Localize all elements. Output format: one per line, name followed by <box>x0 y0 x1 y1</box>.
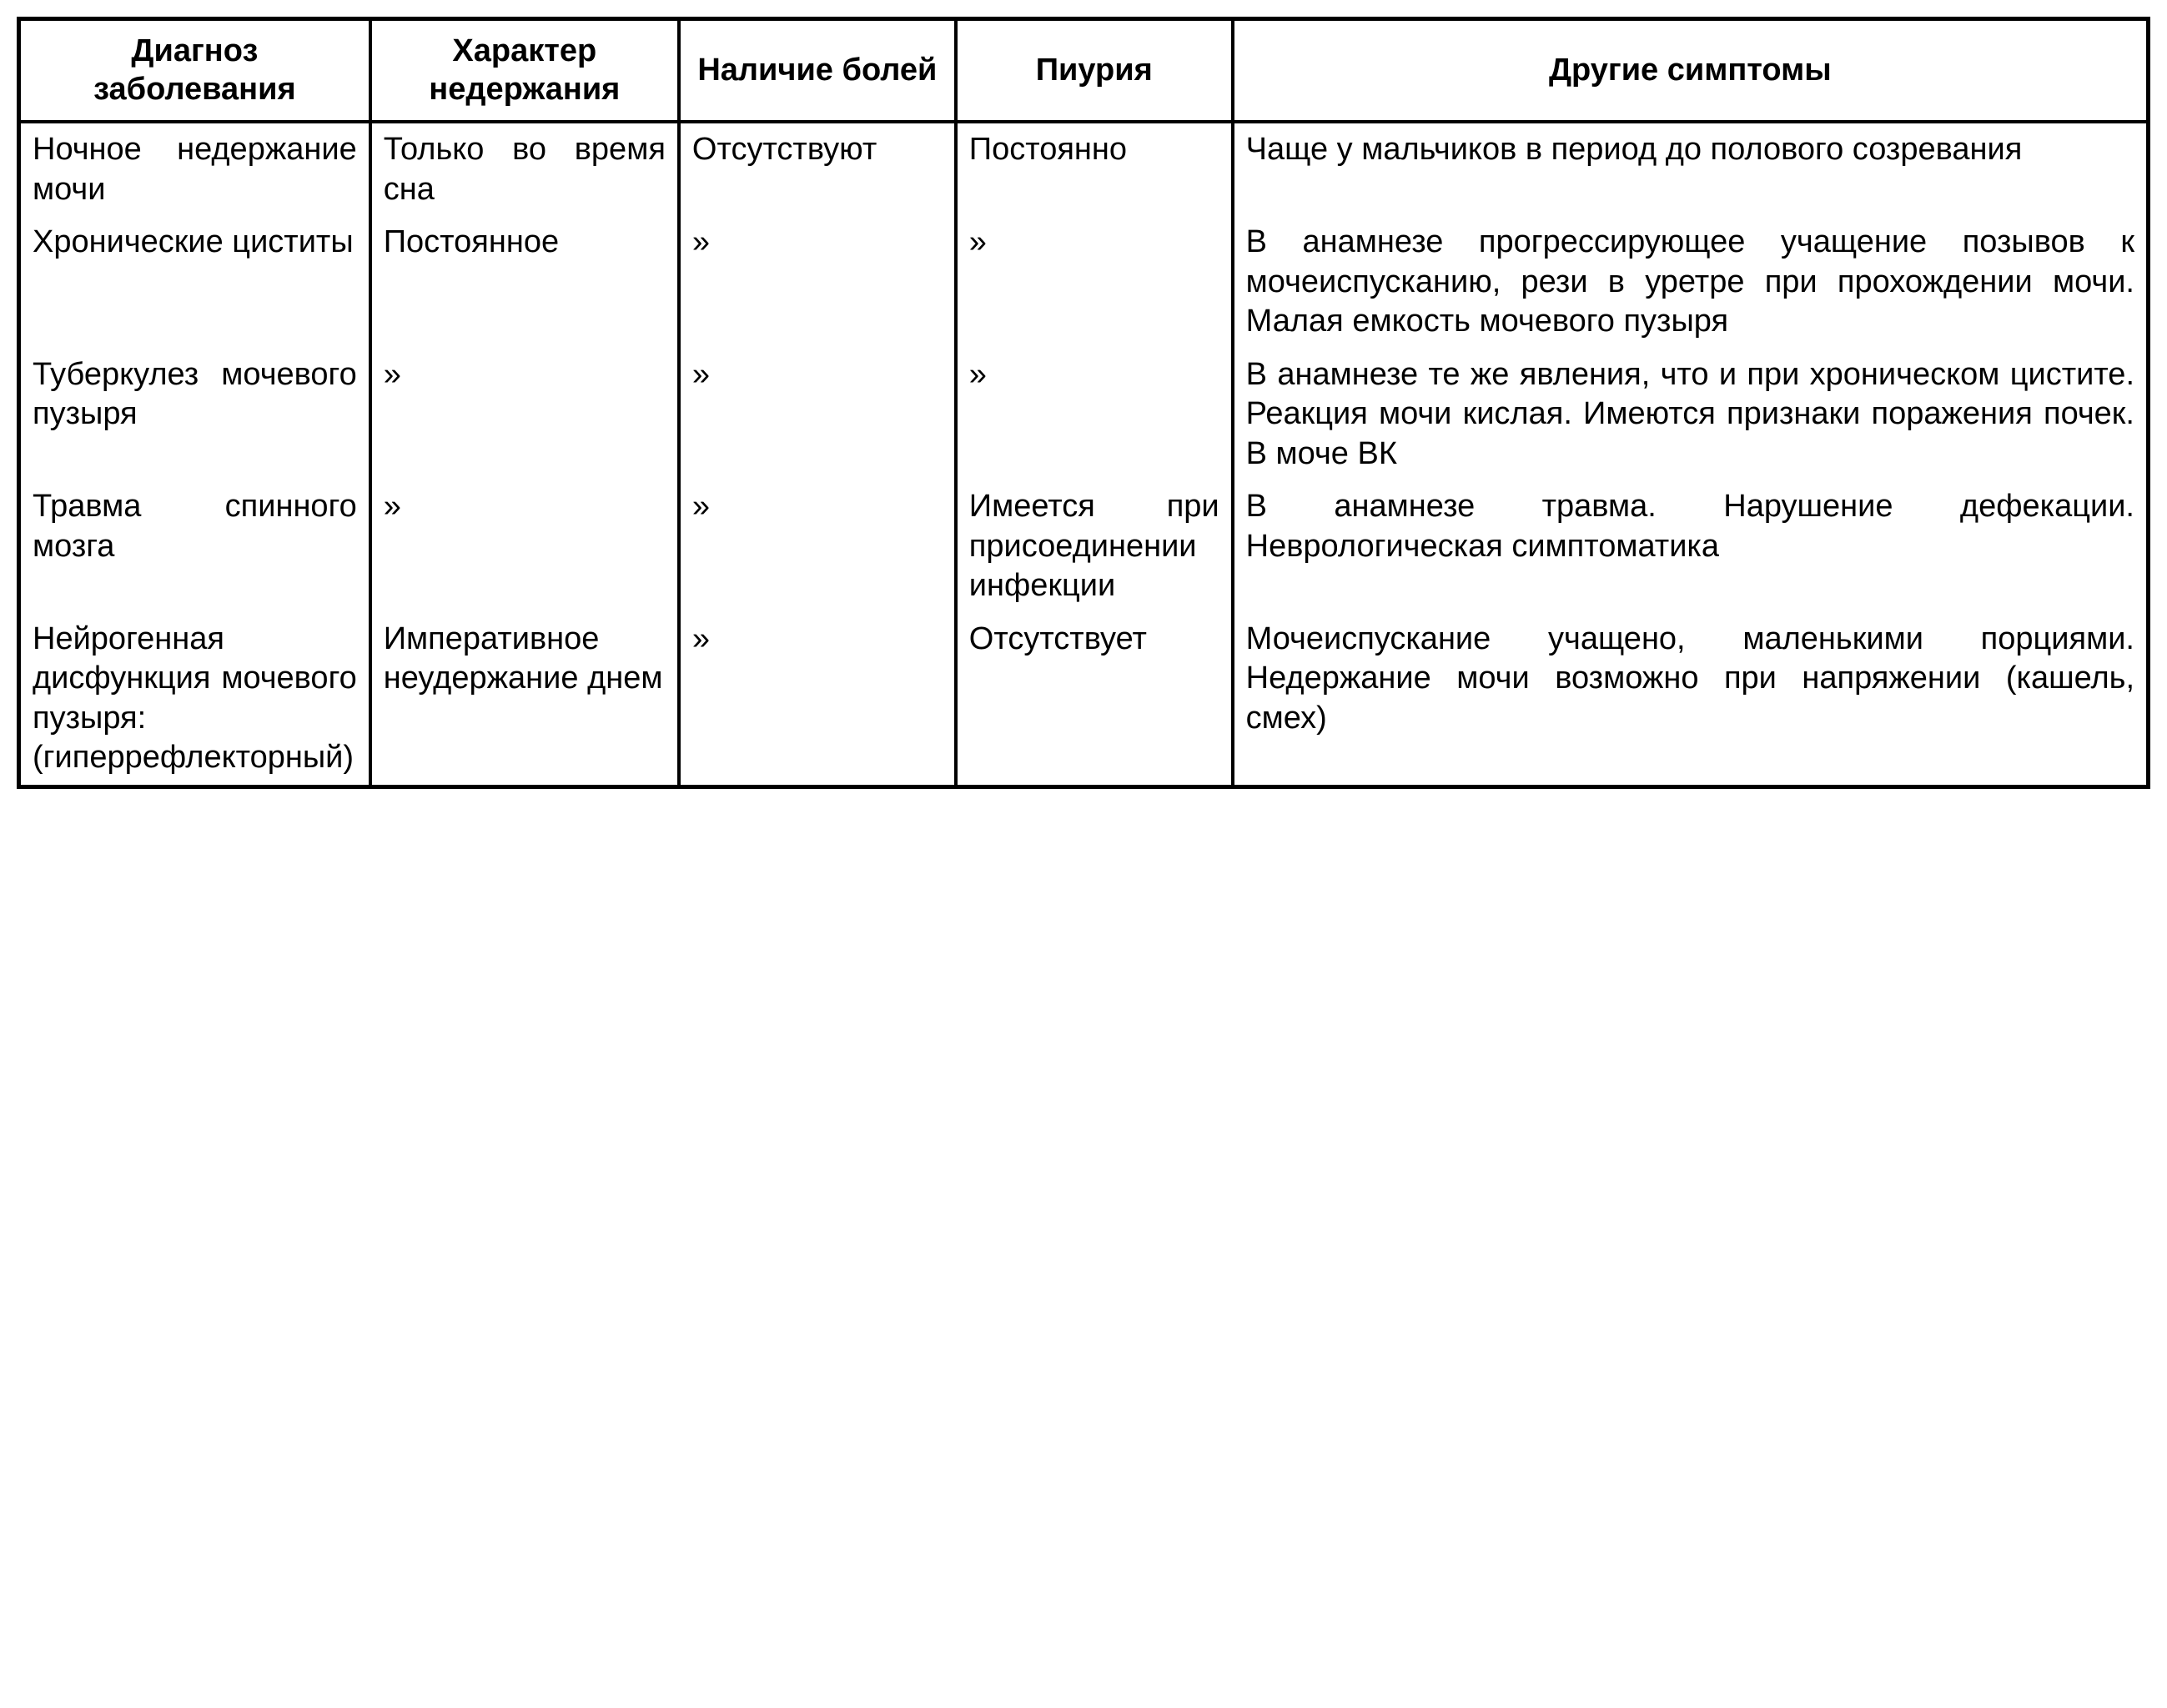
cell-diagnosis: Ночное недержание мочи <box>19 122 370 216</box>
cell-symptoms: В анамнезе травма. Нарушение дефекации. … <box>1233 480 2149 613</box>
table-row: Ночное недержание мочи Только во время с… <box>19 122 2149 216</box>
cell-character: Только во время сна <box>370 122 679 216</box>
table-row: Травма спинного мозга » » Имеется при пр… <box>19 480 2149 613</box>
table-row: Хронические циститы Постоянное » » В ана… <box>19 216 2149 349</box>
header-symptoms: Другие симптомы <box>1233 19 2149 123</box>
cell-diagnosis: Туберкулез мочевого пузыря <box>19 349 370 481</box>
cell-character: Императивное неудержание днем <box>370 613 679 787</box>
header-diagnosis: Диагноз заболевания <box>19 19 370 123</box>
cell-pyuria: Отсутствует <box>956 613 1233 787</box>
cell-diagnosis: Нейрогенная дисфункция мочевого пузыря: … <box>19 613 370 787</box>
cell-diagnosis: Травма спинного мозга <box>19 480 370 613</box>
cell-pain: Отсутствуют <box>679 122 956 216</box>
cell-symptoms: Чаще у мальчиков в период до полового со… <box>1233 122 2149 216</box>
cell-symptoms: В анамнезе прогрессирующее учащение позы… <box>1233 216 2149 349</box>
cell-pyuria: Имеется при присоединении инфекции <box>956 480 1233 613</box>
cell-diagnosis: Хронические циститы <box>19 216 370 349</box>
cell-character: » <box>370 480 679 613</box>
cell-pain: » <box>679 613 956 787</box>
cell-pain: » <box>679 349 956 481</box>
cell-pyuria: Постоянно <box>956 122 1233 216</box>
cell-symptoms: Мочеиспускание учащено, маленькими порци… <box>1233 613 2149 787</box>
table-body: Ночное недержание мочи Только во время с… <box>19 122 2149 786</box>
cell-pyuria: » <box>956 349 1233 481</box>
header-row: Диагноз заболевания Характер недержания … <box>19 19 2149 123</box>
cell-symptoms: В анамнезе те же явления, что и при хрон… <box>1233 349 2149 481</box>
cell-character: » <box>370 349 679 481</box>
header-character: Характер недержания <box>370 19 679 123</box>
medical-table: Диагноз заболевания Характер недержания … <box>17 17 2150 789</box>
table-header: Диагноз заболевания Характер недержания … <box>19 19 2149 123</box>
table-row: Туберкулез мочевого пузыря » » » В анамн… <box>19 349 2149 481</box>
cell-pain: » <box>679 216 956 349</box>
table-row: Нейрогенная дисфункция мочевого пузыря: … <box>19 613 2149 787</box>
header-pain: Наличие болей <box>679 19 956 123</box>
cell-character: Постоянное <box>370 216 679 349</box>
header-pyuria: Пиурия <box>956 19 1233 123</box>
cell-pain: » <box>679 480 956 613</box>
cell-pyuria: » <box>956 216 1233 349</box>
